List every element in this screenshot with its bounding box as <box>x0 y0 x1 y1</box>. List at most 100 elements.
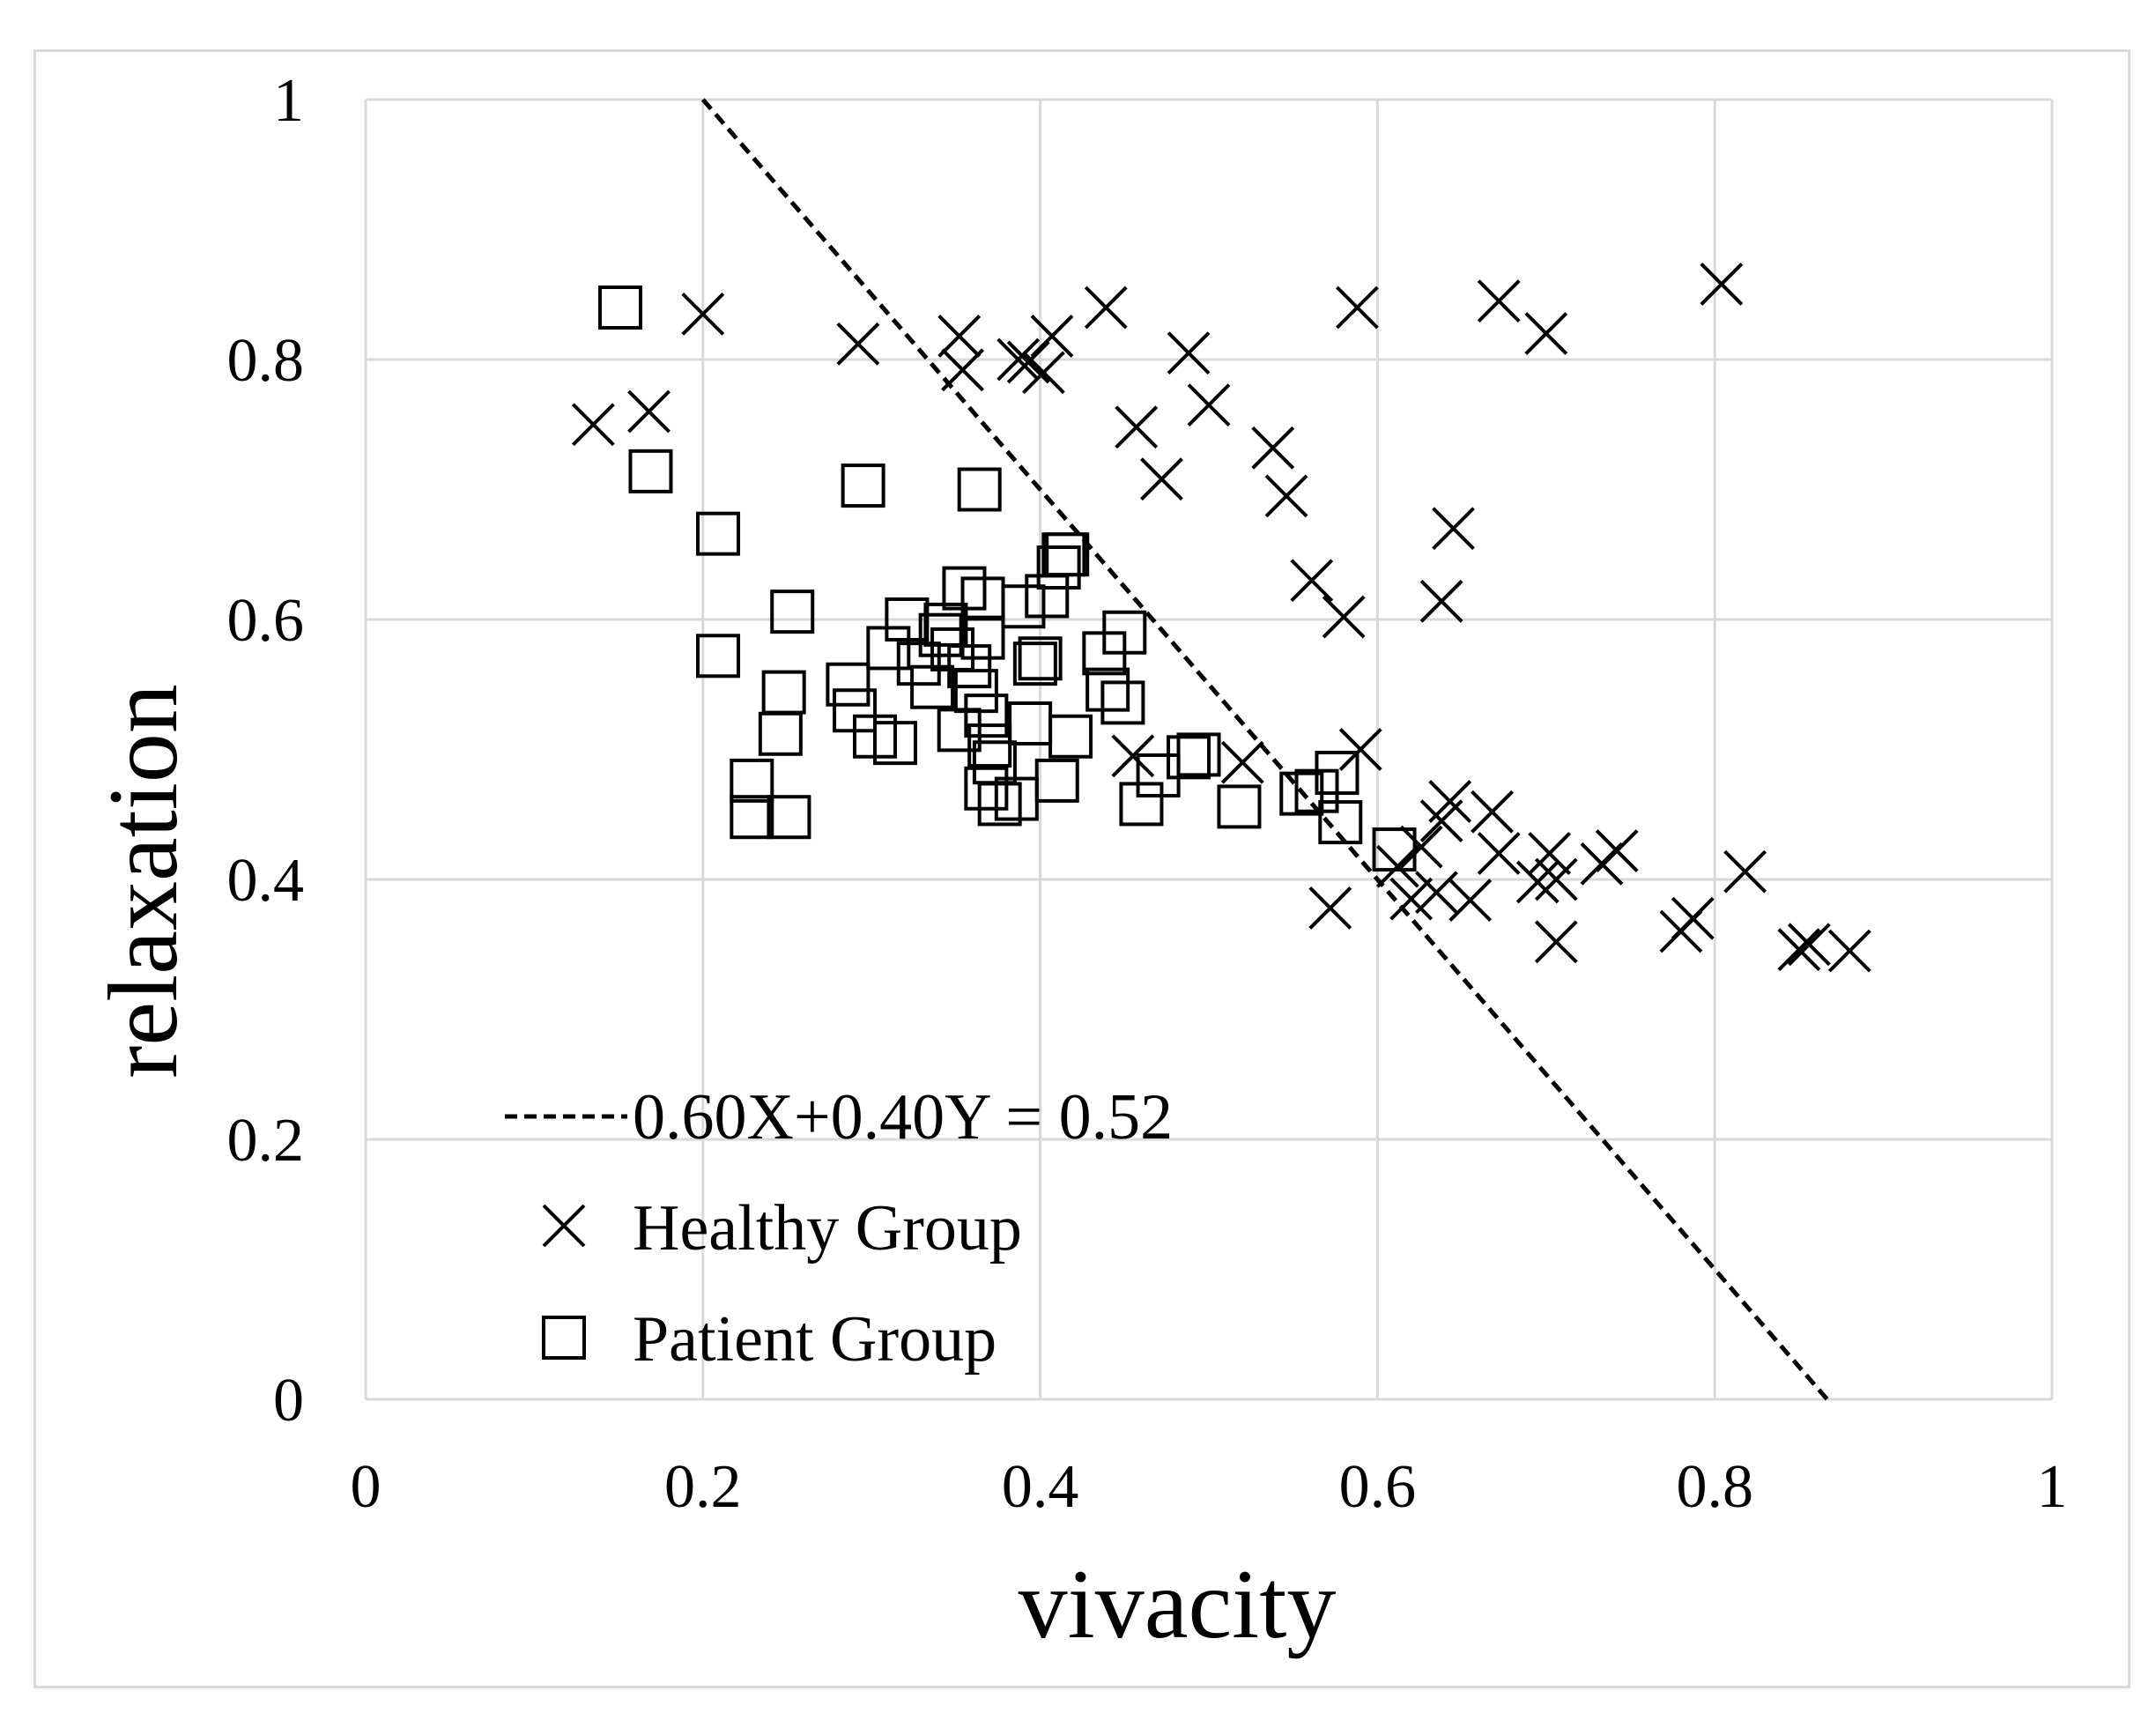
patient-point-marker <box>1048 714 1093 759</box>
healthy-point-marker <box>1414 871 1458 915</box>
x-tick-label: 0.8 <box>1676 1453 1753 1521</box>
x-tick-label: 0.2 <box>664 1453 742 1521</box>
legend-square-marker-icon <box>542 1316 586 1360</box>
healthy-point-marker <box>1595 829 1639 872</box>
healthy-point-marker <box>1187 383 1231 427</box>
healthy-point-marker <box>681 292 725 336</box>
healthy-point-marker <box>1115 405 1159 449</box>
patient-point-marker <box>696 511 741 556</box>
healthy-point-marker <box>1399 825 1443 869</box>
healthy-point-marker <box>1534 920 1578 964</box>
patient-point-marker <box>1018 636 1063 681</box>
x-tick-label: 0 <box>351 1453 382 1521</box>
patient-point-marker <box>826 662 871 707</box>
patient-point-marker <box>1008 701 1053 745</box>
healthy-point-marker <box>1251 426 1295 470</box>
patient-point-marker <box>841 464 885 508</box>
healthy-point-marker <box>1167 331 1211 375</box>
legend-line-label: 0.60X+0.40Y = 0.52 <box>633 1081 1173 1153</box>
healthy-point-marker <box>1477 832 1521 875</box>
x-tick-label: 0.4 <box>1002 1453 1079 1521</box>
healthy-point-marker <box>1375 844 1419 888</box>
healthy-point-marker <box>1084 286 1128 330</box>
patient-point-marker <box>930 627 975 671</box>
patient-point-marker <box>598 286 643 330</box>
patient-point-marker <box>770 590 815 634</box>
patient-point-marker <box>1100 680 1145 725</box>
patient-point-marker <box>960 615 1005 660</box>
healthy-point-marker <box>1419 579 1463 623</box>
healthy-point-marker <box>1322 595 1366 639</box>
patient-point-marker <box>872 721 917 766</box>
healthy-point-marker <box>1389 877 1434 921</box>
healthy-point-marker <box>1428 780 1472 823</box>
healthy-point-marker <box>1524 312 1568 355</box>
healthy-point-marker <box>1432 507 1475 551</box>
y-tick-label: 0 <box>273 1367 304 1435</box>
patient-point-marker <box>1001 584 1046 629</box>
patient-point-marker <box>910 664 955 709</box>
legend-patient-label: Patient Group <box>633 1303 997 1376</box>
healthy-point-marker <box>836 322 880 366</box>
patient-group-markers <box>598 286 1417 872</box>
healthy-point-marker <box>1030 315 1074 358</box>
x-tick-label: 0.6 <box>1339 1453 1417 1521</box>
patient-point-marker <box>1136 753 1181 797</box>
x-axis-title: vivacity <box>1019 1550 1337 1659</box>
healthy-point-marker <box>1111 734 1155 778</box>
patient-point-marker <box>967 723 1012 768</box>
patient-point-marker <box>1102 610 1147 655</box>
patient-point-marker <box>1176 732 1221 777</box>
patient-point-marker <box>1372 827 1417 872</box>
healthy-point-marker <box>1264 474 1308 518</box>
legend: 0.60X+0.40Y = 0.52 Healthy Group Patient… <box>505 1081 1173 1376</box>
healthy-point-marker <box>937 315 982 358</box>
y-tick-label: 0.2 <box>227 1107 305 1175</box>
y-tick-label: 1 <box>273 67 304 135</box>
patient-point-marker <box>730 795 774 840</box>
patient-point-marker <box>696 634 741 679</box>
y-tick-label: 0.8 <box>227 327 305 395</box>
healthy-point-marker <box>1471 790 1514 834</box>
healthy-point-marker <box>1477 279 1521 323</box>
patient-point-marker <box>1085 667 1130 712</box>
patient-point-marker <box>628 449 673 493</box>
healthy-point-marker <box>1528 832 1572 875</box>
healthy-point-marker <box>1022 351 1065 395</box>
patient-point-marker <box>730 758 774 803</box>
x-tick-label: 1 <box>2037 1453 2068 1521</box>
legend-healthy-label: Healthy Group <box>633 1192 1022 1264</box>
healthy-point-marker <box>571 403 615 447</box>
patient-point-marker <box>964 766 1009 811</box>
patient-point-marker <box>964 693 1009 738</box>
patient-point-marker <box>1315 751 1360 796</box>
healthy-point-marker <box>1827 929 1871 973</box>
patient-point-marker <box>761 670 806 715</box>
patient-point-marker <box>1034 758 1079 803</box>
patient-point-marker <box>767 795 811 840</box>
chart-frame <box>33 49 2130 1688</box>
patient-point-marker <box>1036 545 1081 590</box>
patient-point-marker <box>1025 574 1070 619</box>
healthy-point-marker <box>1338 728 1382 771</box>
healthy-point-marker <box>1336 286 1379 330</box>
healthy-point-marker <box>1515 860 1560 904</box>
y-tick-label: 0.4 <box>227 847 305 915</box>
patient-point-marker <box>1012 642 1057 686</box>
healthy-point-marker <box>997 337 1041 382</box>
patient-point-marker <box>977 782 1022 827</box>
healthy-point-marker <box>1308 886 1352 930</box>
patient-point-marker <box>758 711 803 756</box>
reference-line <box>700 98 1829 1401</box>
y-axis-tick-labels: 0 0.2 0.4 0.6 0.8 1 <box>227 67 305 1435</box>
healthy-point-marker <box>1777 928 1821 972</box>
healthy-point-marker <box>1290 559 1334 603</box>
y-tick-label: 0.6 <box>227 587 305 655</box>
patient-point-marker <box>957 467 1002 512</box>
healthy-point-marker <box>1139 457 1183 501</box>
healthy-point-marker <box>627 389 671 434</box>
healthy-point-marker <box>1723 849 1767 894</box>
y-axis-title: relaxation <box>89 684 198 1079</box>
patient-point-marker <box>947 644 992 689</box>
